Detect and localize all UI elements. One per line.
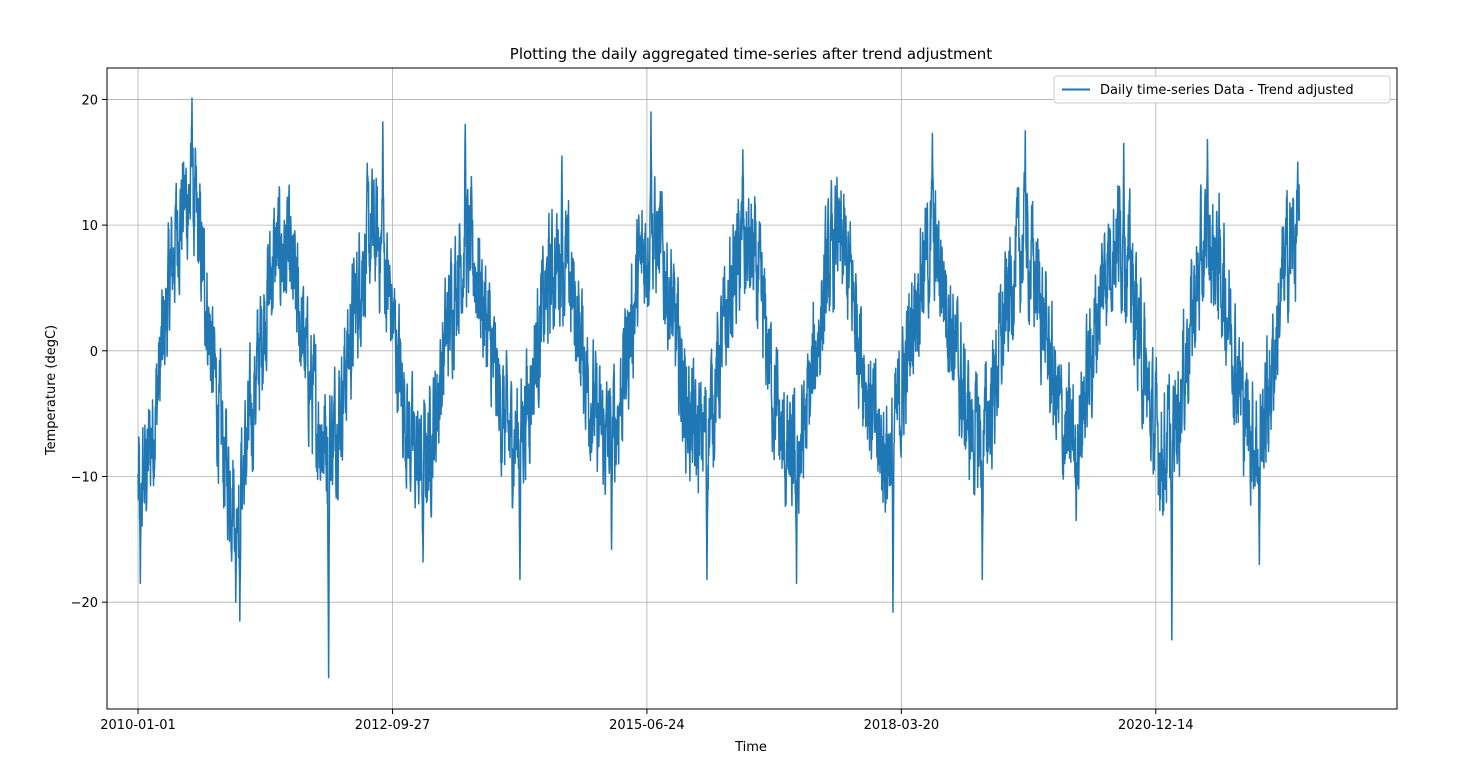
x-tick-label: 2020-12-14 xyxy=(1118,718,1194,733)
y-tick-label: 10 xyxy=(81,219,98,234)
tick-layer: 2010-01-01 2012-09-27 2015-06-24 2018-03-20… xyxy=(71,93,1194,733)
series-line-trend-adjusted xyxy=(137,97,1301,679)
x-tick-label: 2015-06-24 xyxy=(609,718,685,733)
y-tick-label: −10 xyxy=(71,470,98,485)
legend-label: Daily time-series Data - Trend adjusted xyxy=(1100,83,1354,98)
grid-layer xyxy=(107,68,1397,709)
series-layer xyxy=(137,97,1301,679)
y-tick-label: −20 xyxy=(71,596,98,611)
x-tick-label: 2010-01-01 xyxy=(100,718,176,733)
legend: Daily time-series Data - Trend adjusted xyxy=(1053,75,1391,104)
legend-box xyxy=(1053,75,1391,104)
y-axis-label: Temperature (degC) xyxy=(44,325,59,456)
axes-frame xyxy=(106,67,1398,710)
x-tick-label: 2012-09-27 xyxy=(355,718,431,733)
x-axis-label: Time xyxy=(734,740,767,755)
y-tick-label: 20 xyxy=(81,93,98,108)
chart-title: Plotting the daily aggregated time-serie… xyxy=(510,45,993,63)
y-tick-label: 0 xyxy=(90,345,98,360)
x-tick-label: 2018-03-20 xyxy=(864,718,940,733)
